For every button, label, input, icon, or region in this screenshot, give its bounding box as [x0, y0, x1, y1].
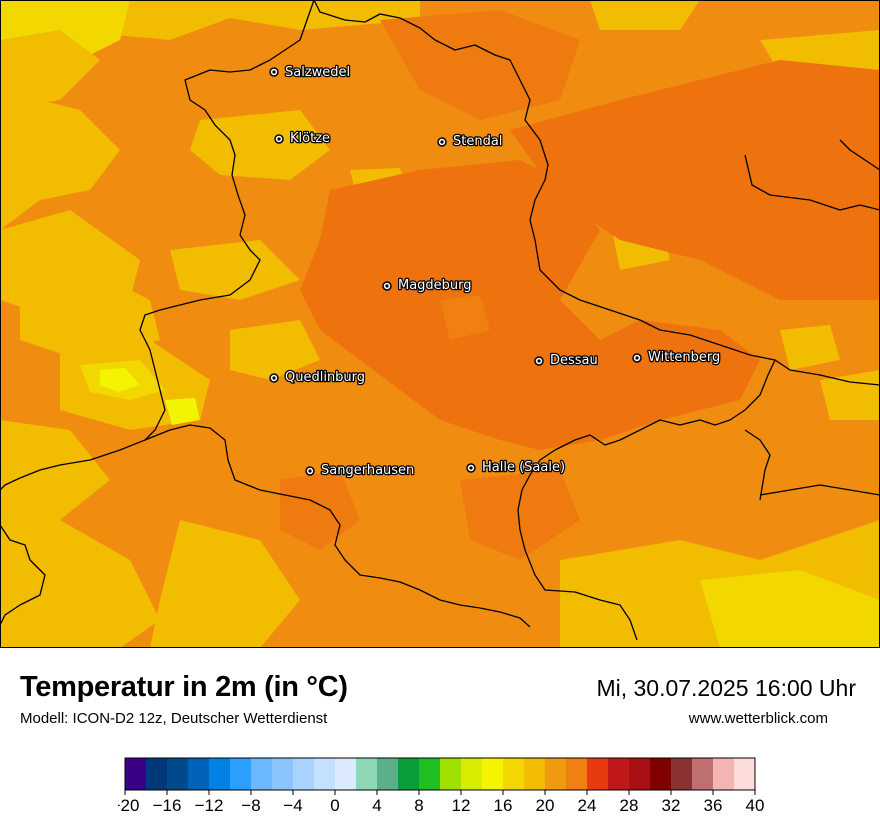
city-quedlinburg: Quedlinburg [269, 369, 366, 386]
website-link: www.wetterblick.com [688, 710, 828, 727]
city-label: Klötze [290, 131, 330, 146]
city-magdeburg: Magdeburg [382, 277, 473, 294]
city-label: Halle (Saale) [482, 460, 565, 475]
temperature-zones-warm [280, 10, 880, 560]
legend-color-cell [188, 758, 210, 790]
legend-color-cell [356, 758, 378, 790]
legend-tick-label: 20 [536, 796, 555, 815]
chart-title: Temperatur in 2m (in °C) [20, 671, 348, 703]
legend-color-cell [314, 758, 336, 790]
city-label: Sangerhausen [321, 463, 414, 478]
city-sangerhausen: Sangerhausen [305, 462, 416, 479]
legend-tick-label: 28 [620, 796, 639, 815]
city-markers: Salzwedel Klötze Stendal Magdeburg [269, 64, 722, 479]
legend-color-cell [692, 758, 714, 790]
legend-tick-label: 4 [372, 796, 381, 815]
city-halle: Halle (Saale) [466, 459, 566, 476]
model-source: Modell: ICON-D2 12z, Deutscher Wetterdie… [20, 710, 328, 727]
city-stendal: Stendal [437, 133, 504, 150]
legend-tick-label: 40 [746, 796, 765, 815]
legend-tick-label: 32 [662, 796, 681, 815]
legend-color-cell [650, 758, 672, 790]
legend-tick-label: −8 [241, 796, 260, 815]
legend-color-cell [146, 758, 168, 790]
legend-frame [124, 757, 756, 791]
legend-color-cell [230, 758, 252, 790]
legend-tick-label: 8 [414, 796, 423, 815]
legend-tick-label: −20 [118, 796, 139, 815]
legend-color-cell [734, 758, 756, 790]
legend-color-cell [125, 758, 147, 790]
legend-color-cell [209, 758, 231, 790]
legend-color-cell [503, 758, 525, 790]
border-lines [0, 0, 880, 641]
city-label: Magdeburg [398, 278, 472, 293]
legend-tick-label: 0 [330, 796, 339, 815]
legend-color-cell [461, 758, 483, 790]
legend-tick-label: 36 [704, 796, 723, 815]
legend-color-cell [440, 758, 462, 790]
legend-color-cell [713, 758, 735, 790]
legend-color-cell [167, 758, 189, 790]
city-label: Dessau [550, 353, 598, 368]
forecast-datetime: Mi, 30.07.2025 16:00 Uhr [596, 675, 856, 701]
color-legend: −20 −16 −12 −8 −4 0 4 8 12 16 20 24 28 32 36 40 [118, 757, 765, 815]
legend-tick-label: −12 [195, 796, 224, 815]
city-label: Wittenberg [648, 350, 720, 365]
city-label: Stendal [453, 134, 502, 149]
legend-color-cell [566, 758, 588, 790]
city-salzwedel: Salzwedel [269, 64, 351, 81]
legend-color-cell [671, 758, 693, 790]
legend-color-cell [398, 758, 420, 790]
legend-color-cell [524, 758, 546, 790]
legend-color-cell [629, 758, 651, 790]
legend-color-cell [419, 758, 441, 790]
temperature-zones-cool [0, 0, 880, 648]
city-label: Quedlinburg [285, 370, 365, 385]
legend-tick-label: 16 [494, 796, 513, 815]
legend-tick-label: 12 [452, 796, 471, 815]
legend-tick-label: 24 [578, 796, 597, 815]
legend-color-cell [482, 758, 504, 790]
city-dessau: Dessau [534, 352, 599, 369]
legend-color-cell [251, 758, 273, 790]
legend-tick-label: −16 [153, 796, 182, 815]
legend-color-cell [293, 758, 315, 790]
map-canvas: Salzwedel Klötze Stendal Magdeburg [0, 0, 880, 648]
legend-tick-label: −4 [283, 796, 302, 815]
legend-color-cell [545, 758, 567, 790]
legend-color-cell [335, 758, 357, 790]
temperature-map: Salzwedel Klötze Stendal Magdeburg [0, 0, 880, 648]
city-kloetze: Klötze [274, 130, 331, 147]
city-wittenberg: Wittenberg [632, 349, 722, 366]
legend-color-cell [587, 758, 609, 790]
legend-color-cell [377, 758, 399, 790]
legend-color-cell [608, 758, 630, 790]
legend-color-cell [272, 758, 294, 790]
city-label: Salzwedel [285, 65, 350, 80]
